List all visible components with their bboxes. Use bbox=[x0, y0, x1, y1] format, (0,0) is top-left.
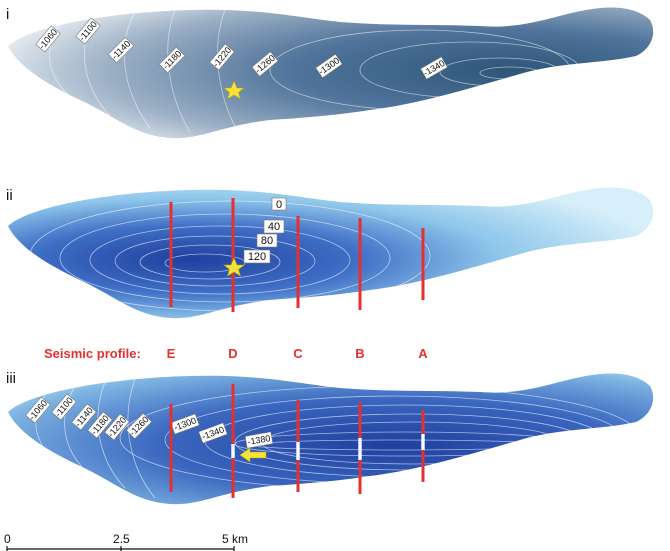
isopach-label-40: 40 bbox=[268, 221, 280, 233]
contour-labels-i: -1060 -1100 -1140 -1180 -1220 -1260 -130… bbox=[35, 17, 448, 80]
profile-label-d: D bbox=[228, 346, 237, 361]
isopach-label-0: 0 bbox=[276, 199, 282, 211]
isopach-label-80: 80 bbox=[261, 235, 273, 247]
panel-iii: iii -1060 -1100 - bbox=[6, 370, 654, 505]
star-icon bbox=[223, 257, 245, 277]
profile-highlights-iii bbox=[231, 434, 425, 460]
scale-tick-2-5: 2.5 bbox=[113, 532, 130, 546]
profile-label-b: B bbox=[355, 346, 364, 361]
star-icon bbox=[223, 80, 245, 100]
lake-outline-iii bbox=[8, 373, 654, 505]
isopach-labels-ii: 0 40 80 120 bbox=[243, 197, 287, 264]
arrow-icon bbox=[239, 447, 267, 463]
lake-outline-i bbox=[8, 7, 654, 139]
profile-label-e: E bbox=[167, 346, 176, 361]
contour-label-iii-9: -1380 bbox=[247, 433, 271, 447]
scale-tick-0: 0 bbox=[4, 532, 11, 546]
panel-i-label: i bbox=[6, 6, 9, 23]
panel-ii-label: ii bbox=[6, 187, 13, 204]
panel-iii-label: iii bbox=[6, 370, 16, 387]
panel-ii: ii 0 40 80 120 bbox=[6, 187, 654, 319]
profile-lines-ii bbox=[169, 198, 425, 312]
scale-bar: 0 2.5 5 km bbox=[4, 532, 248, 551]
profile-label-c: C bbox=[293, 346, 303, 361]
scale-tick-5: 5 km bbox=[222, 532, 248, 546]
panel-i: i -1060 -1100 -1140 bbox=[6, 6, 654, 139]
seismic-profile-legend: Seismic profile: E D C B A bbox=[44, 346, 428, 361]
seismic-profile-title: Seismic profile: bbox=[44, 346, 141, 361]
contour-labels-iii: -1060 -1100 -1140 -1180 -1220 -1260 -130… bbox=[25, 393, 274, 449]
isopach-lines-ii bbox=[29, 200, 431, 312]
profile-label-a: A bbox=[418, 346, 428, 361]
isopach-label-120: 120 bbox=[248, 251, 266, 263]
